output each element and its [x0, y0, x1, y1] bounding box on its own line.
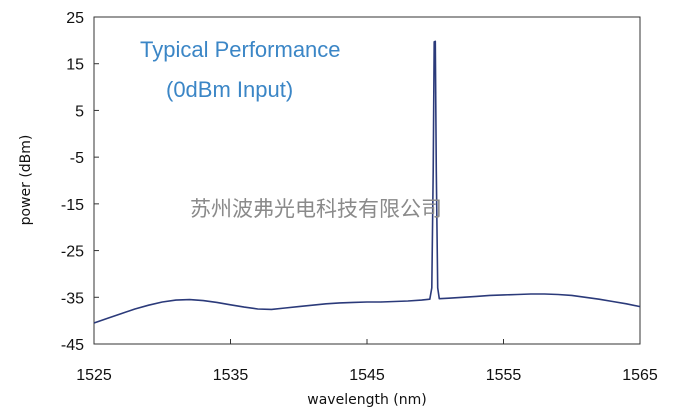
annotation-line-1: Typical Performance — [140, 37, 341, 62]
y-tick-label: 5 — [75, 103, 84, 120]
watermark-text: 苏州波弗光电科技有限公司 — [190, 197, 442, 221]
x-tick-label: 1555 — [486, 367, 522, 384]
y-tick-label: -45 — [61, 337, 84, 354]
y-tick-label: 25 — [66, 10, 84, 27]
y-tick-label: -35 — [61, 290, 84, 307]
x-tick-label: 1545 — [349, 367, 385, 384]
y-tick-label: -15 — [61, 197, 84, 214]
annotation-line-2: (0dBm Input) — [166, 77, 293, 102]
y-tick-label: -5 — [70, 150, 84, 167]
x-axis-ticks: 1525 1535 1545 1555 1565 — [76, 339, 658, 384]
y-tick-label: -25 — [61, 244, 84, 261]
x-axis-label: wavelength (nm) — [307, 392, 426, 408]
y-axis-ticks: -45 -35 -25 -15 -5 5 15 25 — [61, 10, 99, 354]
spectrum-line — [93, 40, 641, 324]
x-tick-label: 1525 — [76, 367, 112, 384]
y-axis-label: power (dBm) — [18, 135, 34, 226]
plot-area — [93, 16, 641, 345]
x-tick-label: 1565 — [622, 367, 658, 384]
x-tick-label: 1535 — [213, 367, 249, 384]
y-tick-label: 15 — [66, 57, 84, 74]
